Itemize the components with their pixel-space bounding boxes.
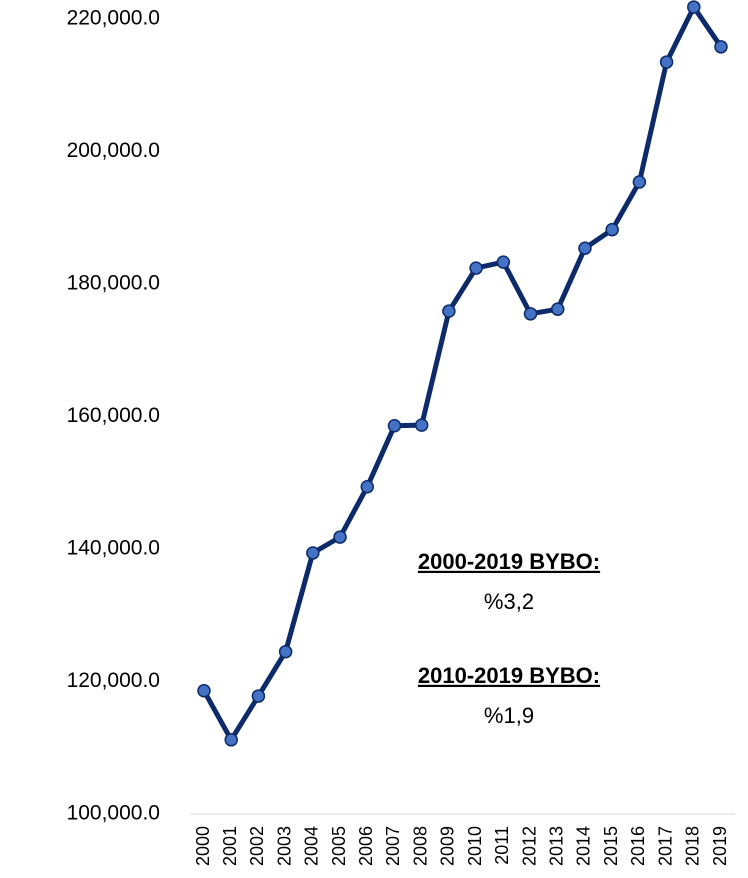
x-tick-label: 2005 <box>329 826 349 866</box>
annotation: %1,9 <box>484 703 534 728</box>
marker <box>659 55 674 69</box>
x-tick-label: 2018 <box>683 826 703 866</box>
marker <box>333 530 347 544</box>
x-tick-label: 2014 <box>574 826 594 866</box>
x-tick-label: 2013 <box>546 826 566 866</box>
x-tick-label: 2011 <box>492 826 512 865</box>
marker <box>387 419 402 433</box>
x-tick-label: 2010 <box>465 826 485 866</box>
marker <box>469 261 483 275</box>
x-tick-label: 2000 <box>193 826 213 866</box>
marker <box>306 546 320 560</box>
x-tick-label: 2009 <box>438 826 458 866</box>
y-tick-label: 180,000.0 <box>67 272 160 295</box>
marker <box>550 302 565 316</box>
x-tick-label: 2012 <box>519 826 539 866</box>
marker <box>251 689 266 703</box>
x-tick-label: 2016 <box>628 826 648 866</box>
x-tick-label: 2017 <box>655 826 675 866</box>
x-tick-label: 2006 <box>356 826 376 866</box>
x-tick-label: 2001 <box>220 826 240 866</box>
marker <box>632 175 647 189</box>
marker <box>197 684 211 698</box>
marker <box>224 733 238 747</box>
y-tick-label: 140,000.0 <box>67 537 160 560</box>
marker <box>687 0 701 14</box>
annotation: 2010-2019 BYBO: <box>418 663 600 688</box>
marker <box>523 307 538 321</box>
y-tick-label: 120,000.0 <box>67 669 160 692</box>
annotation: %3,2 <box>484 589 534 614</box>
y-tick-label: 160,000.0 <box>67 404 160 427</box>
marker <box>605 222 619 237</box>
marker <box>360 479 375 494</box>
marker <box>496 255 511 269</box>
marker <box>442 304 456 318</box>
x-tick-label: 2019 <box>710 826 730 866</box>
marker <box>578 241 592 255</box>
annotation: 2000-2019 BYBO: <box>418 549 600 574</box>
x-tick-label: 2015 <box>601 826 621 866</box>
x-tick-label: 2007 <box>383 826 403 866</box>
line <box>201 4 724 743</box>
y-tick-label: 200,000.0 <box>67 139 160 162</box>
x-tick-label: 2008 <box>410 826 430 866</box>
x-tick-label: 2004 <box>302 826 322 866</box>
y-tick-label: 220,000.0 <box>67 7 160 30</box>
marker <box>714 40 728 54</box>
marker <box>278 644 293 659</box>
x-tick-label: 2003 <box>274 826 294 866</box>
y-tick-label: 100,000.0 <box>67 802 160 825</box>
marker <box>414 418 429 432</box>
x-tick-label: 2002 <box>247 826 267 866</box>
